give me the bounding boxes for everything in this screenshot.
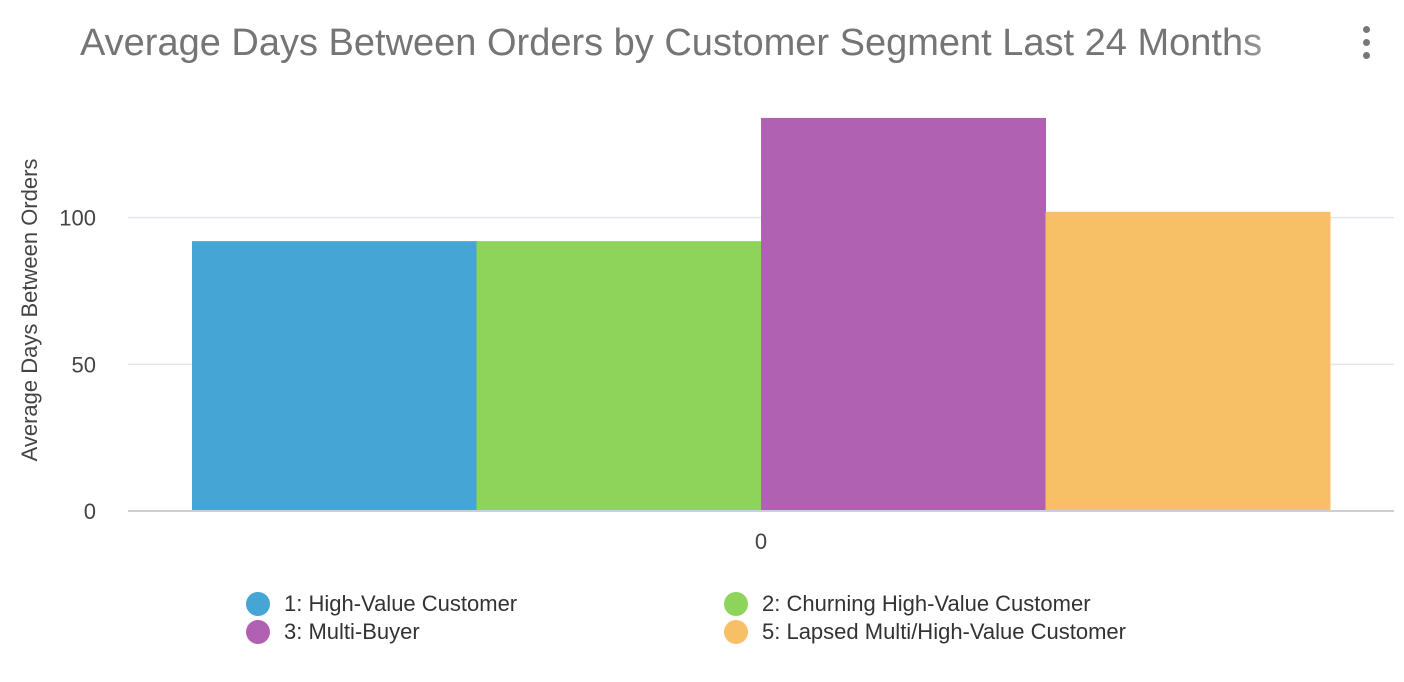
bar-4 (1045, 211, 1331, 512)
legend-swatch-icon (724, 620, 748, 644)
legend-label: 5: Lapsed Multi/High-Value Customer (762, 619, 1126, 644)
more-vert-icon-dot (1362, 51, 1370, 59)
y-tick-label: 50 (72, 352, 96, 377)
y-tick-label: 0 (84, 499, 96, 524)
legend-item-2[interactable]: 2: Churning High-Value Customer (724, 590, 1091, 618)
legend-item-1[interactable]: 1: High-Value Customer (246, 590, 517, 618)
more-vert-icon (1362, 25, 1370, 33)
bar-3 (761, 117, 1046, 511)
y-tick-label: 100 (59, 206, 96, 231)
legend-item-3[interactable]: 3: Multi-Buyer (246, 618, 420, 646)
more-vert-icon-dot (1362, 38, 1370, 46)
legend-label: 1: High-Value Customer (284, 591, 518, 616)
legend-label: 2: Churning High-Value Customer (762, 591, 1091, 616)
legend-swatch-icon (246, 620, 270, 644)
legend-swatch-icon (246, 592, 270, 616)
x-tick-label: 0 (755, 529, 767, 554)
legend-item-4[interactable]: 5: Lapsed Multi/High-Value Customer (724, 618, 1126, 646)
legend-label: 3: Multi-Buyer (284, 619, 420, 644)
title-fade (1234, 18, 1324, 68)
chart-title: Average Days Between Orders by Customer … (80, 18, 1324, 68)
chart-title-text: Average Days Between Orders by Customer … (80, 22, 1263, 64)
more-options-button[interactable] (1346, 20, 1386, 64)
bar-1 (192, 241, 477, 511)
bar-2 (476, 241, 762, 511)
chart-legend: 1: High-Value Customer 2: Churning High-… (246, 590, 1246, 650)
y-axis-label: Average Days Between Orders (17, 159, 42, 462)
legend-swatch-icon (724, 592, 748, 616)
